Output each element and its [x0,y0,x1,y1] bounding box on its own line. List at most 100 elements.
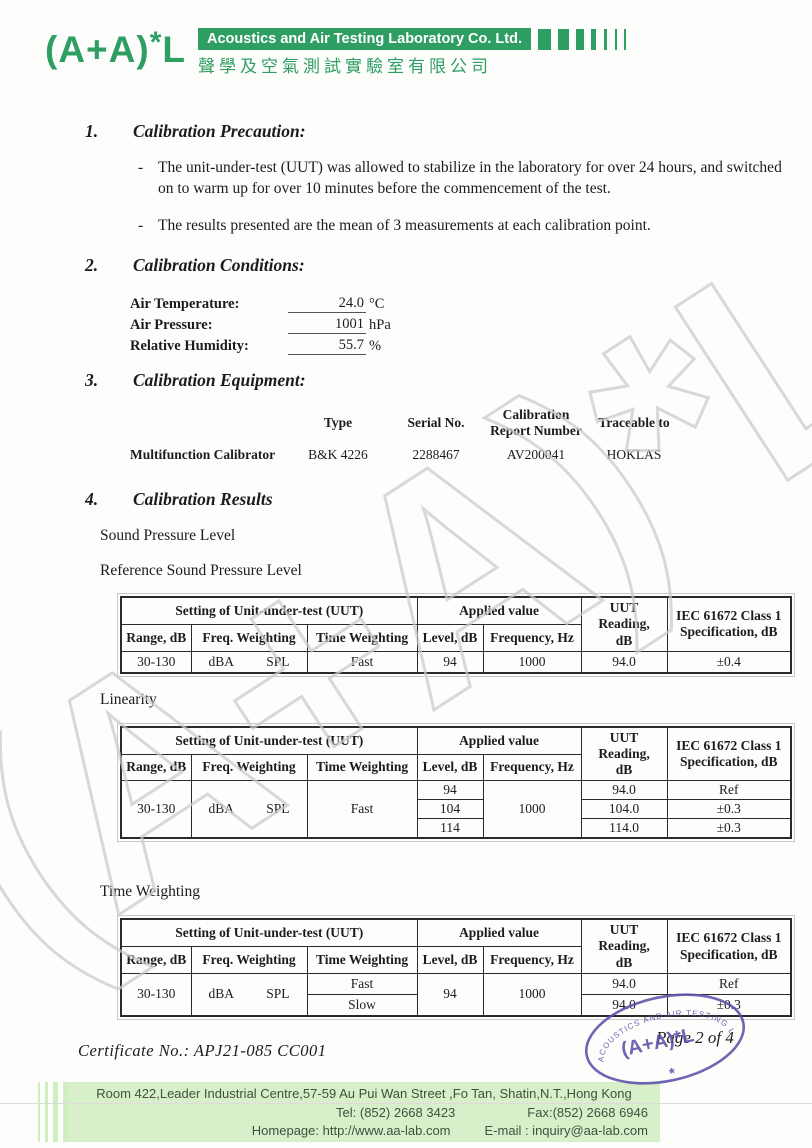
footer: Room 422,Leader Industrial Centre,57-59 … [68,1082,660,1142]
linearity-label: Linearity [100,690,157,708]
fw-spl: SPL [266,801,290,817]
cell-uut-reading: 114.0 [580,818,668,839]
condition-unit: °C [369,296,385,313]
footer-homepage: Homepage: http://www.aa-lab.com [251,1123,451,1138]
th-freq-weighting: Freq. Weighting [190,624,308,652]
th-uut-reading-line2: dB [615,632,633,648]
equip-type: B&K 4226 [308,447,368,463]
equip-traceable: HOKLAS [606,447,662,463]
footer-stripes-icon [38,1082,78,1142]
equip-col-report-line1: Calibration [502,407,570,423]
logo-bars-icon [538,28,626,50]
fw-dba: dBA [208,653,235,669]
cell-spec: Ref [666,972,792,995]
cell-time-weighting: Fast [306,650,418,674]
company-name-chinese: 聲學及空氣測試實驗室有限公司 [198,57,492,77]
th-frequency: Frequency, Hz [482,624,582,652]
th-range: Range, dB [120,753,192,782]
th-uut-reading-line2: dB [615,954,633,970]
th-freq-weighting: Freq. Weighting [190,753,308,782]
cell-range: 30-130 [120,650,192,674]
cell-range: 30-130 [120,780,192,839]
condition-value: 24.0 [288,295,366,314]
th-frequency: Frequency, Hz [482,753,582,782]
th-freq-weighting: Freq. Weighting [190,946,308,974]
header: (A+A)*L Acoustics and Air Testing Labora… [0,0,812,77]
section-4-heading: 4. Calibration Results [0,489,812,510]
reference-spl-table: Setting of Unit-under-test (UUT) Applied… [116,593,796,677]
th-range: Range, dB [120,624,192,652]
cell-level: 114 [416,818,484,839]
section-1-heading: 1. Calibration Precaution: [0,121,812,142]
condition-label: Air Temperature: [130,296,240,313]
equip-report: AV200041 [506,447,566,463]
condition-unit: % [369,338,382,355]
th-iec-spec: IEC 61672 Class 1 Specification, dB [666,596,792,652]
cell-time-weighting: Slow [306,993,418,1017]
time-weighting-label: Time Weighting [100,883,200,901]
equip-col-report-line2: Report Number [490,422,582,438]
th-iec-line2: Specification, dB [680,624,778,640]
cell-uut-reading: 104.0 [580,799,668,820]
page-number: Page 2 of 4 [656,1028,734,1047]
th-level: Level, dB [416,946,484,974]
section-3-title: Calibration Equipment: [133,370,306,391]
fw-dba: dBA [208,986,235,1002]
linearity-table: Setting of Unit-under-test (UUT) Applied… [116,722,796,843]
cell-range: 30-130 [120,972,192,1017]
company-logo: (A+A)*L [45,26,186,70]
cell-spec: ±0.3 [666,818,792,839]
th-level: Level, dB [416,624,484,652]
th-time-weighting: Time Weighting [306,946,418,974]
cell-spec: ±0.3 [666,799,792,820]
cell-uut-reading: 94.0 [580,780,668,801]
section-3-number: 3. [85,370,99,391]
th-uut-reading-line1: UUT Reading, [598,600,650,632]
th-iec-spec: IEC 61672 Class 1 Specification, dB [666,726,792,782]
condition-label: Air Pressure: [130,317,213,334]
equip-col-traceable: Traceable to [598,414,670,430]
th-uut-reading-line1: UUT Reading, [598,729,650,761]
condition-unit: hPa [369,317,391,334]
cell-spec: Ref [666,780,792,801]
cell-freq-weighting: dBA SPL [190,972,308,1017]
th-time-weighting: Time Weighting [306,753,418,782]
section-4-number: 4. [85,489,99,510]
brand-block: Acoustics and Air Testing Laboratory Co.… [198,28,626,77]
fw-spl: SPL [266,653,290,669]
cell-uut-reading: 94.0 [580,972,668,995]
th-iec-line1: IEC 61672 Class 1 [676,930,782,946]
cell-frequency: 1000 [482,650,582,674]
cell-freq-weighting: dBA SPL [190,780,308,839]
equip-serial: 2288467 [412,447,460,463]
th-range: Range, dB [120,946,192,974]
cell-spec: ±0.3 [666,993,792,1017]
condition-row: Relative Humidity: 55.7 % [130,334,812,356]
th-level: Level, dB [416,753,484,782]
condition-label: Relative Humidity: [130,338,249,355]
logo-main: (A+A) [45,29,150,70]
bullet-dash: - [138,159,144,176]
th-iec-line2: Specification, dB [680,754,778,769]
condition-value: 55.7 [288,337,366,356]
footer-address: Room 422,Leader Industrial Centre,57-59 … [96,1086,632,1101]
cell-time-weighting: Fast [306,780,418,839]
cell-freq-weighting: dBA SPL [190,650,308,674]
th-iec-spec: IEC 61672 Class 1 Specification, dB [666,918,792,974]
section-2-title: Calibration Conditions: [133,255,305,276]
section-1-number: 1. [85,121,99,141]
equip-name: Multifunction Calibrator [130,447,276,463]
equip-col-type: Type [323,414,353,430]
logo-l: L [162,29,186,70]
section-4-title: Calibration Results [133,489,273,510]
precaution-text-2: The results presented are the mean of 3 … [158,216,651,234]
bullet-dash: - [138,216,144,234]
th-applied-value: Applied value [416,726,582,755]
th-iec-line1: IEC 61672 Class 1 [676,608,782,624]
section-3-heading: 3. Calibration Equipment: [0,370,812,391]
logo-star: * [149,26,163,59]
th-uut-reading: UUT Reading, dB [580,726,668,782]
th-frequency: Frequency, Hz [482,946,582,974]
cell-frequency: 1000 [482,972,582,1017]
th-uut-reading: UUT Reading, dB [580,918,668,974]
